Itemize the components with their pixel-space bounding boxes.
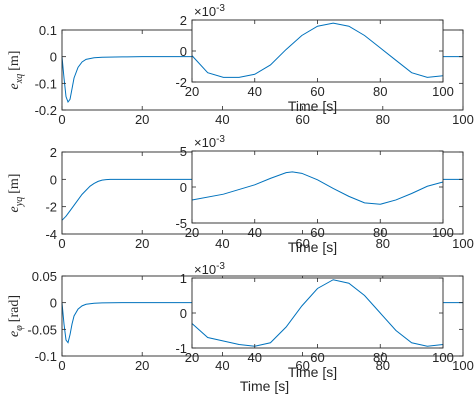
inset-axes-plot-area (192, 278, 443, 348)
inset-axes-y-tick-label: -5 (175, 216, 187, 231)
inset-axes-x-tick-label: 20 (185, 350, 199, 365)
inset-axes-frame (191, 277, 444, 349)
inset-axes-y-tick-label: 5 (180, 144, 187, 159)
main-axes-x-tick-label: 20 (135, 358, 149, 373)
main-axes-x-tick-label: 100 (452, 236, 474, 251)
main-axes-x-tick-label: 60 (295, 236, 309, 251)
inset-exponent-label: ×10-3 (194, 261, 225, 277)
main-axes-x-tick-label: 60 (295, 112, 309, 127)
y-axis-label: eyq [m] (7, 174, 25, 213)
y-axis-label-unit: [rad] (7, 295, 22, 322)
inset-axes-x-tick-label: 100 (432, 225, 454, 240)
y-axis-label-symbol: e (7, 206, 22, 212)
main-axes-x-tick-label: 100 (452, 112, 474, 127)
inset-axes-x-tick-label: 80 (373, 84, 387, 99)
inset-axes-frame (191, 150, 444, 224)
main-axes-y-tick-label: -2 (45, 200, 57, 215)
inset-axes-y-tick-label: 0 (180, 306, 187, 321)
main-axes-y-tick-label: 0 (50, 172, 57, 187)
inset-axes-x-tick-label: 60 (310, 84, 324, 99)
inset-axes-x-tick-label: 60 (310, 350, 324, 365)
inset-x-axis-label: Time [s] (288, 98, 337, 114)
inset-exponent-label: ×10-3 (194, 3, 225, 19)
inset-2: 20 40 60 80 100 5 0 -5 ×10-3 Time [s] (175, 134, 453, 255)
inset-axes-series-line (191, 171, 444, 205)
inset-axes-y-tick-label: -2 (175, 75, 187, 90)
inset-axes-series-line (191, 22, 444, 78)
main-axes-x-tick-label: 80 (376, 112, 390, 127)
main-axes-x-tick-label: 60 (295, 358, 309, 373)
inset-axes-y-tick-label: 2 (180, 13, 187, 28)
inset-axes-x-tick-label: 40 (248, 350, 262, 365)
main-axes-x-tick-label: 40 (215, 112, 229, 127)
main-axes-y-tick-label: 0 (50, 296, 57, 311)
main-axes-y-tick-label: 0 (50, 50, 57, 65)
main-axes-y-tick-label: -0.05 (27, 322, 57, 337)
inset-axes-x-tick-label: 80 (373, 350, 387, 365)
x-axis-label: Time [s] (240, 378, 289, 394)
inset-axes-plot-area (192, 20, 443, 82)
inset-exponent-base: ×10 (194, 4, 216, 19)
main-axes-frame (61, 275, 464, 357)
main-axes-x-tick-label: 40 (215, 358, 229, 373)
main-axes-x-tick-label: 40 (215, 236, 229, 251)
inset-axes-x-tick-label: 100 (432, 350, 454, 365)
main-axes-x-tick-label: 0 (58, 112, 65, 127)
inset-exponent-power: -3 (216, 261, 225, 272)
y-axis-label-symbol: e (7, 331, 22, 337)
y-axis-label-unit: [m] (7, 174, 22, 194)
inset-exponent-power: -3 (216, 134, 225, 145)
y-axis-label-subscript: φ (14, 325, 25, 331)
y-axis-label: exq [m] (7, 51, 25, 90)
main-axes-x-tick-label: 20 (135, 112, 149, 127)
inset-axes-x-tick-label: 100 (432, 84, 454, 99)
inset-axes-y-tick-label: 1 (180, 271, 187, 286)
main-axes-y-tick-label: -4 (45, 227, 57, 242)
inset-axes-x-tick-label: 20 (185, 84, 199, 99)
main-axes-x-tick-label: 100 (452, 358, 474, 373)
inset-3: 20 40 60 80 100 1 0 -1 ×10-3 Time [s] (175, 261, 453, 380)
y-axis-label-subscript: xq (14, 74, 25, 84)
main-axes-y-tick-label: -0.2 (35, 103, 57, 118)
main-axes-y-tick-label: 2 (50, 145, 57, 160)
inset-exponent-power: -3 (216, 3, 225, 14)
inset-axes-x-tick-label: 20 (185, 225, 199, 240)
inset-x-axis-label: Time [s] (288, 364, 337, 380)
main-axes-y-tick-label: 0.05 (32, 269, 57, 284)
inset-axes-x-tick-label: 60 (310, 225, 324, 240)
inset-x-axis-label: Time [s] (288, 239, 337, 255)
main-axes-x-tick-label: 80 (376, 358, 390, 373)
main-axes-x-tick-label: 80 (376, 236, 390, 251)
y-axis-label-unit: [m] (7, 51, 22, 71)
inset-axes-series-line (191, 279, 444, 347)
inset-axes-plot-area (192, 151, 443, 223)
inset-axes-y-tick-label: 0 (180, 44, 187, 59)
inset-exponent-base: ×10 (194, 262, 216, 277)
main-axes-x-tick-label: 0 (58, 358, 65, 373)
main-axes-x-tick-label: 20 (135, 236, 149, 251)
inset-axes-y-tick-label: -1 (175, 341, 187, 356)
inset-axes-y-tick-label: 0 (180, 180, 187, 195)
main-axes-x-tick-label: 0 (58, 236, 65, 251)
y-axis-label-subscript: yq (14, 197, 25, 207)
panel-3: 0 20 40 60 80 100 0.05 0 -0.05 -0.1 eφ [rad] 20 40 60 8… (7, 261, 474, 394)
inset-axes-x-tick-label: 80 (373, 225, 387, 240)
inset-axes-x-tick-label: 40 (248, 84, 262, 99)
main-axes-y-tick-label: 0.1 (39, 23, 57, 38)
main-axes-y-tick-label: -0.1 (35, 76, 57, 91)
y-axis-label-symbol: e (7, 83, 22, 89)
main-axes-y-tick-label: -0.1 (35, 349, 57, 364)
inset-exponent-label: ×10-3 (194, 134, 225, 150)
inset-axes-x-tick-label: 40 (248, 225, 262, 240)
y-axis-label: eφ [rad] (7, 295, 25, 337)
inset-exponent-base: ×10 (194, 135, 216, 150)
inset-axes-frame (191, 19, 444, 83)
